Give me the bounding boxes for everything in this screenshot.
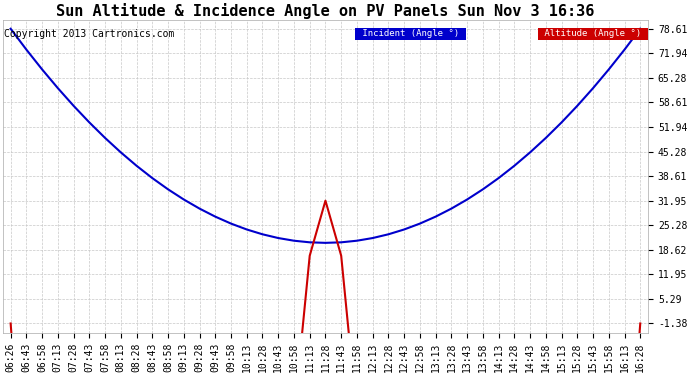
Text: Copyright 2013 Cartronics.com: Copyright 2013 Cartronics.com <box>4 29 175 39</box>
Text: Altitude (Angle °): Altitude (Angle °) <box>540 29 647 38</box>
Title: Sun Altitude & Incidence Angle on PV Panels Sun Nov 3 16:36: Sun Altitude & Incidence Angle on PV Pan… <box>57 3 595 19</box>
Text: Incident (Angle °): Incident (Angle °) <box>357 29 464 38</box>
